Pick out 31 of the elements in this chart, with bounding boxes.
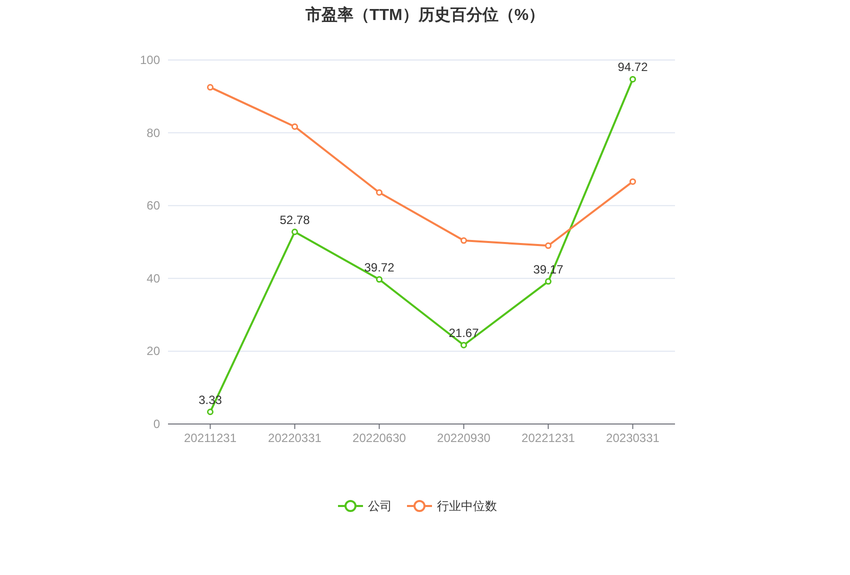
x-tick-label: 20220930 — [437, 431, 491, 445]
data-label: 94.72 — [618, 60, 648, 74]
point — [292, 123, 298, 130]
point — [207, 84, 214, 91]
y-tick-label: 0 — [153, 417, 160, 431]
x-tick-label: 20221231 — [522, 431, 576, 445]
data-label: 52.78 — [280, 212, 310, 227]
y-tick-label: 20 — [146, 344, 160, 358]
point — [630, 178, 636, 185]
point — [545, 278, 552, 285]
point — [460, 342, 467, 348]
y-tick-label: 40 — [146, 271, 160, 286]
point — [207, 408, 214, 416]
x-tick-label: 20220630 — [352, 431, 406, 445]
data-label: 21.67 — [448, 326, 480, 340]
y-tick-label: 100 — [140, 53, 160, 67]
data-label: 39.72 — [364, 260, 395, 274]
chart-title: 市盈率（TTM）历史百分位（%） — [304, 5, 545, 24]
legend-label: 公司 — [368, 499, 392, 513]
point — [376, 189, 382, 196]
point — [292, 228, 298, 236]
x-tick-label: 20230331 — [606, 431, 660, 445]
x-tick-label: 20211231 — [184, 431, 237, 445]
point — [460, 237, 467, 244]
legend-label: 行业中位数 — [437, 499, 497, 513]
point — [545, 242, 552, 249]
y-tick-label: 80 — [146, 126, 160, 140]
point — [376, 276, 382, 283]
x-tick-label: 20220331 — [268, 431, 322, 445]
point — [630, 76, 636, 82]
y-tick-label: 60 — [146, 198, 160, 213]
